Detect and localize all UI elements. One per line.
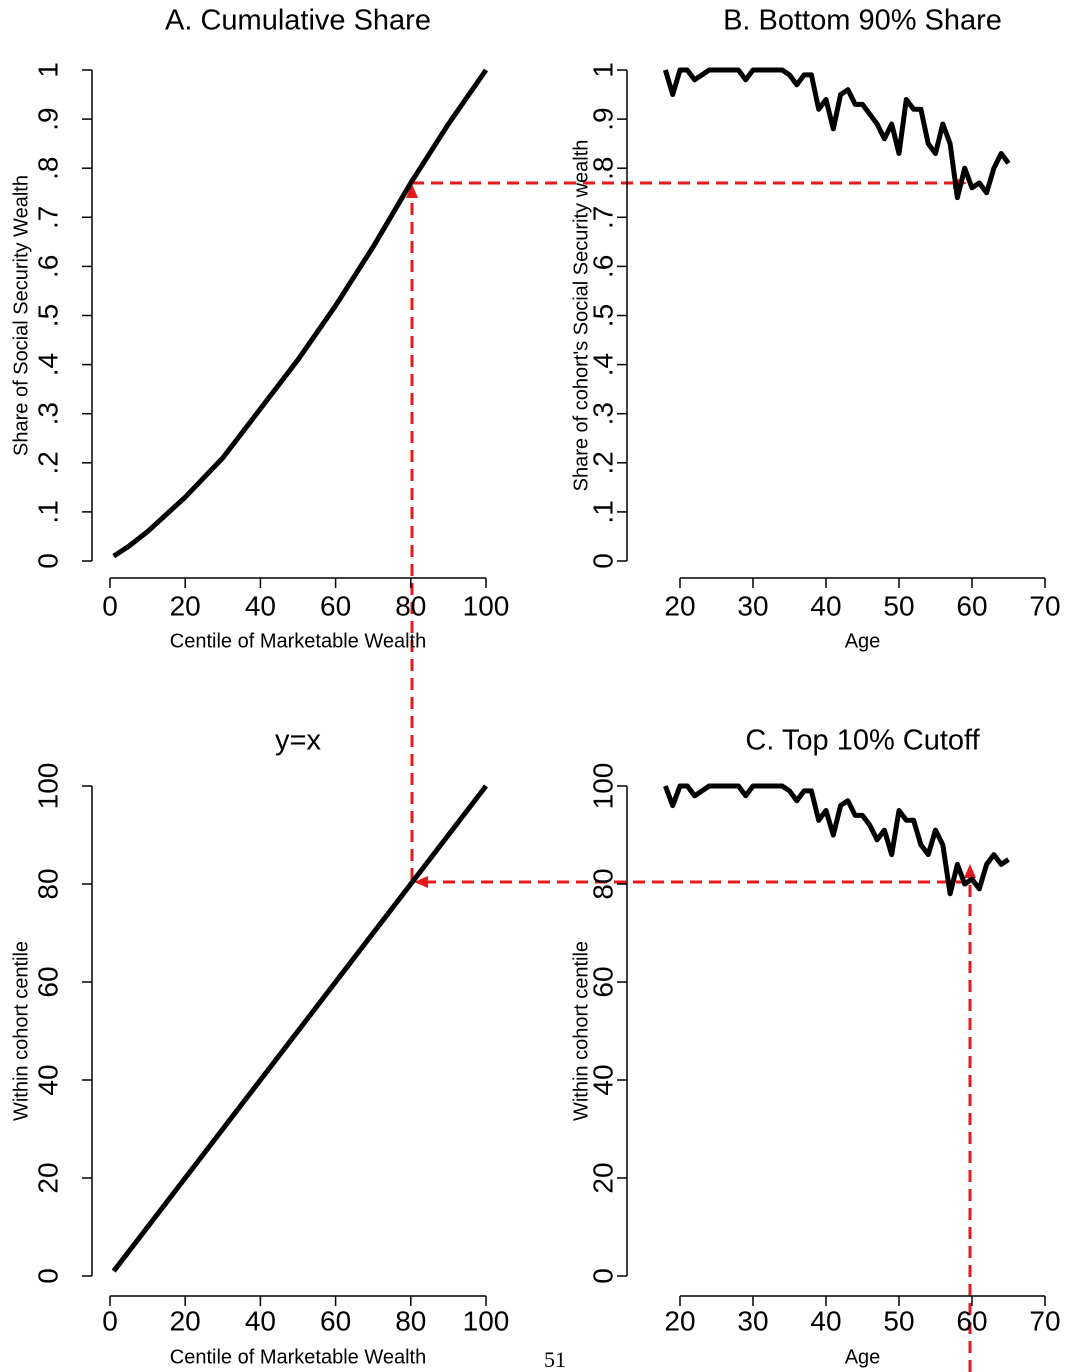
x-tick-label: 20 [170, 1305, 201, 1336]
y-tick-label: .8 [587, 157, 618, 180]
x-tick-label: 70 [1029, 1305, 1060, 1336]
y-tick-label: .4 [32, 353, 63, 376]
page-number: 51 [544, 1347, 566, 1372]
y-tick-label: 1 [587, 62, 618, 78]
x-tick-label: 100 [463, 590, 510, 621]
y-tick-label: .1 [32, 500, 63, 523]
y-tick-label: .3 [587, 402, 618, 425]
panel-title: B. Bottom 90% Share [723, 5, 1002, 37]
x-tick-label: 0 [102, 590, 118, 621]
x-tick-label: 60 [956, 590, 987, 621]
y-tick-label: .7 [587, 206, 618, 229]
y-tick-label: .1 [587, 500, 618, 523]
x-tick-label: 60 [320, 590, 351, 621]
arrow-head [406, 184, 418, 198]
y-tick-label: .6 [587, 255, 618, 278]
x-tick-label: 100 [463, 1305, 510, 1336]
guide-arrows [406, 177, 976, 1372]
x-tick-label: 40 [810, 1305, 841, 1336]
panel-title: y=x [275, 725, 321, 757]
y-tick-label: 60 [32, 966, 63, 997]
x-tick-label: 60 [320, 1305, 351, 1336]
data-line [112, 68, 489, 559]
arrow-head [414, 876, 428, 888]
y-tick-label: .9 [587, 107, 618, 130]
panel-title: A. Cumulative Share [165, 5, 431, 37]
y-axis-title: Within cohort centile [10, 941, 32, 1121]
x-tick-label: 50 [883, 1305, 914, 1336]
x-tick-label: 60 [956, 1305, 987, 1336]
x-tick-label: 50 [883, 590, 914, 621]
y-tick-label: .6 [32, 255, 63, 278]
panel: C. Top 10% Cutoff 0 20 40 60 80 100 20 30 40 50 60 7… [570, 725, 1060, 1369]
y-tick-label: 20 [32, 1162, 63, 1193]
y-tick-label: 20 [587, 1162, 618, 1193]
panel: y=x 0 20 40 60 80 100 0 20 40 60 80 100 Centile of Ma… [10, 725, 509, 1369]
data-line [663, 67, 1011, 201]
y-tick-label: 40 [32, 1064, 63, 1095]
y-tick-label: .2 [32, 451, 63, 474]
x-axis-title: Age [845, 1346, 881, 1368]
y-tick-label: .8 [32, 157, 63, 180]
x-tick-label: 80 [395, 1305, 426, 1336]
y-tick-label: 100 [587, 763, 618, 810]
arrow-head [964, 864, 976, 878]
y-tick-label: 0 [32, 553, 63, 569]
y-tick-label: 40 [587, 1064, 618, 1095]
y-tick-label: .7 [32, 206, 63, 229]
y-tick-label: .3 [32, 402, 63, 425]
x-tick-label: 70 [1029, 590, 1060, 621]
y-tick-label: 80 [32, 868, 63, 899]
y-tick-label: 0 [32, 1268, 63, 1284]
data-line [111, 784, 488, 1273]
data-line [663, 783, 1010, 897]
x-tick-label: 20 [664, 1305, 695, 1336]
panel: B. Bottom 90% Share 0 .1 .2 .3 .4 .5 .6 .7 .8 .9 1 2… [570, 5, 1060, 653]
x-axis-title: Centile of Marketable Wealth [170, 1346, 426, 1368]
x-tick-label: 40 [245, 1305, 276, 1336]
x-tick-label: 20 [170, 590, 201, 621]
y-axis-title: Share of cohort's Social Security wealth [570, 140, 592, 492]
panel-title: C. Top 10% Cutoff [745, 725, 980, 757]
x-axis-title: Centile of Marketable Wealth [170, 630, 426, 652]
x-axis-title: Age [845, 630, 881, 652]
y-tick-label: 60 [587, 966, 618, 997]
y-tick-label: .4 [587, 353, 618, 376]
panel: A. Cumulative Share0.1.2.3.4.5.6.7.8.910… [10, 5, 509, 653]
x-tick-label: 40 [810, 590, 841, 621]
x-tick-label: 30 [737, 590, 768, 621]
y-tick-label: 0 [587, 553, 618, 569]
y-axis-title: Share of Social Security Wealth [10, 175, 32, 456]
y-tick-label: 80 [587, 868, 618, 899]
x-tick-label: 30 [737, 1305, 768, 1336]
y-axis-title: Within cohort centile [570, 941, 592, 1121]
y-tick-label: 1 [32, 62, 63, 78]
x-tick-label: 80 [395, 590, 426, 621]
y-tick-label: .5 [32, 304, 63, 327]
y-tick-label: 100 [32, 763, 63, 810]
y-tick-label: 0 [587, 1268, 618, 1284]
x-tick-label: 0 [102, 1305, 118, 1336]
y-tick-label: .2 [587, 451, 618, 474]
y-tick-label: .5 [587, 304, 618, 327]
x-tick-label: 40 [245, 590, 276, 621]
x-tick-label: 20 [664, 590, 695, 621]
y-tick-label: .9 [32, 107, 63, 130]
